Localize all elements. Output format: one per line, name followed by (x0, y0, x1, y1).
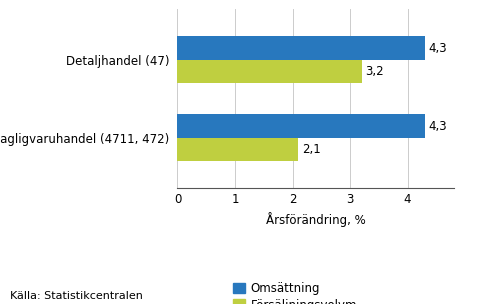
Text: 4,3: 4,3 (428, 119, 447, 133)
Text: 3,2: 3,2 (365, 65, 384, 78)
Text: 4,3: 4,3 (428, 42, 447, 55)
Text: 2,1: 2,1 (302, 143, 320, 156)
Bar (177, 36, 425, 60)
Text: Källa: Statistikcentralen: Källa: Statistikcentralen (10, 291, 143, 301)
Bar (177, 60, 361, 83)
Bar (177, 114, 425, 138)
Legend: Omsättning, Försäljningsvolym: Omsättning, Försäljningsvolym (233, 282, 357, 304)
Bar (177, 138, 298, 161)
X-axis label: Årsförändring, %: Årsförändring, % (266, 212, 365, 227)
